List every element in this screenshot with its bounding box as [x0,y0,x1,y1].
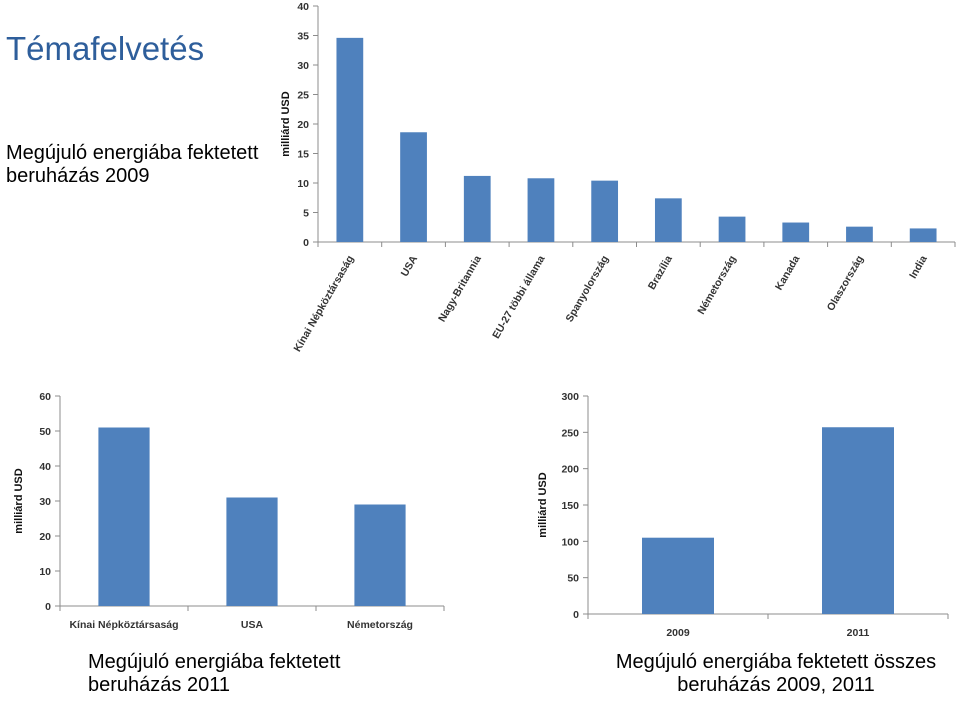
y-tick-label: 35 [297,31,309,43]
bar [782,222,810,242]
y-tick-label: 25 [297,90,309,102]
y-axis-title: milliárd USD [13,468,25,533]
y-tick-label: 40 [297,1,309,13]
bar [98,427,150,606]
x-tick-label: 2011 [847,627,870,639]
bar [846,226,873,242]
y-tick-label: 30 [297,60,309,72]
chart-2-caption: Megújuló energiába fektetett beruházás 2… [88,651,341,696]
y-tick-label: 200 [561,464,579,476]
bar [400,132,427,242]
chart-3-caption: Megújuló energiába fektetett összes beru… [615,651,937,696]
y-tick-label: 50 [567,573,579,585]
y-tick-label: 20 [39,531,51,543]
bar [642,537,714,614]
y-tick-label: 15 [297,149,309,161]
y-tick-label: 60 [39,391,51,403]
y-tick-label: 300 [561,391,579,403]
y-tick-label: 100 [561,536,579,548]
bar [654,198,682,242]
y-tick-label: 150 [561,500,579,512]
bar [822,427,894,614]
x-tick-label: Kínai Népköztársaság [69,619,178,631]
y-tick-label: 20 [297,119,309,131]
y-tick-label: 10 [39,566,51,578]
y-tick-label: 0 [45,601,51,613]
bar [591,180,619,242]
y-tick-label: 250 [561,427,579,439]
y-axis-title: milliárd USD [280,91,292,156]
y-tick-label: 5 [303,208,309,220]
y-tick-label: 30 [39,496,51,508]
bar [354,504,406,606]
x-tick-label: USA [241,619,264,631]
x-tick-label: 2009 [666,627,690,639]
x-tick-label: Németország [347,619,413,631]
bar [718,216,746,242]
bar [463,175,491,242]
chart-1-caption: Megújuló energiába fektetett beruházás 2… [6,142,259,187]
bar [226,497,278,606]
bar [909,228,937,242]
y-tick-label: 50 [39,426,51,438]
bar [527,178,555,242]
y-axis-title: milliárd USD [537,472,549,537]
slide-title: Témafelvetés [6,30,205,67]
y-tick-label: 40 [39,461,51,473]
y-tick-label: 0 [303,237,309,249]
bar [336,37,364,242]
y-tick-label: 0 [573,609,579,621]
y-tick-label: 10 [297,178,309,190]
